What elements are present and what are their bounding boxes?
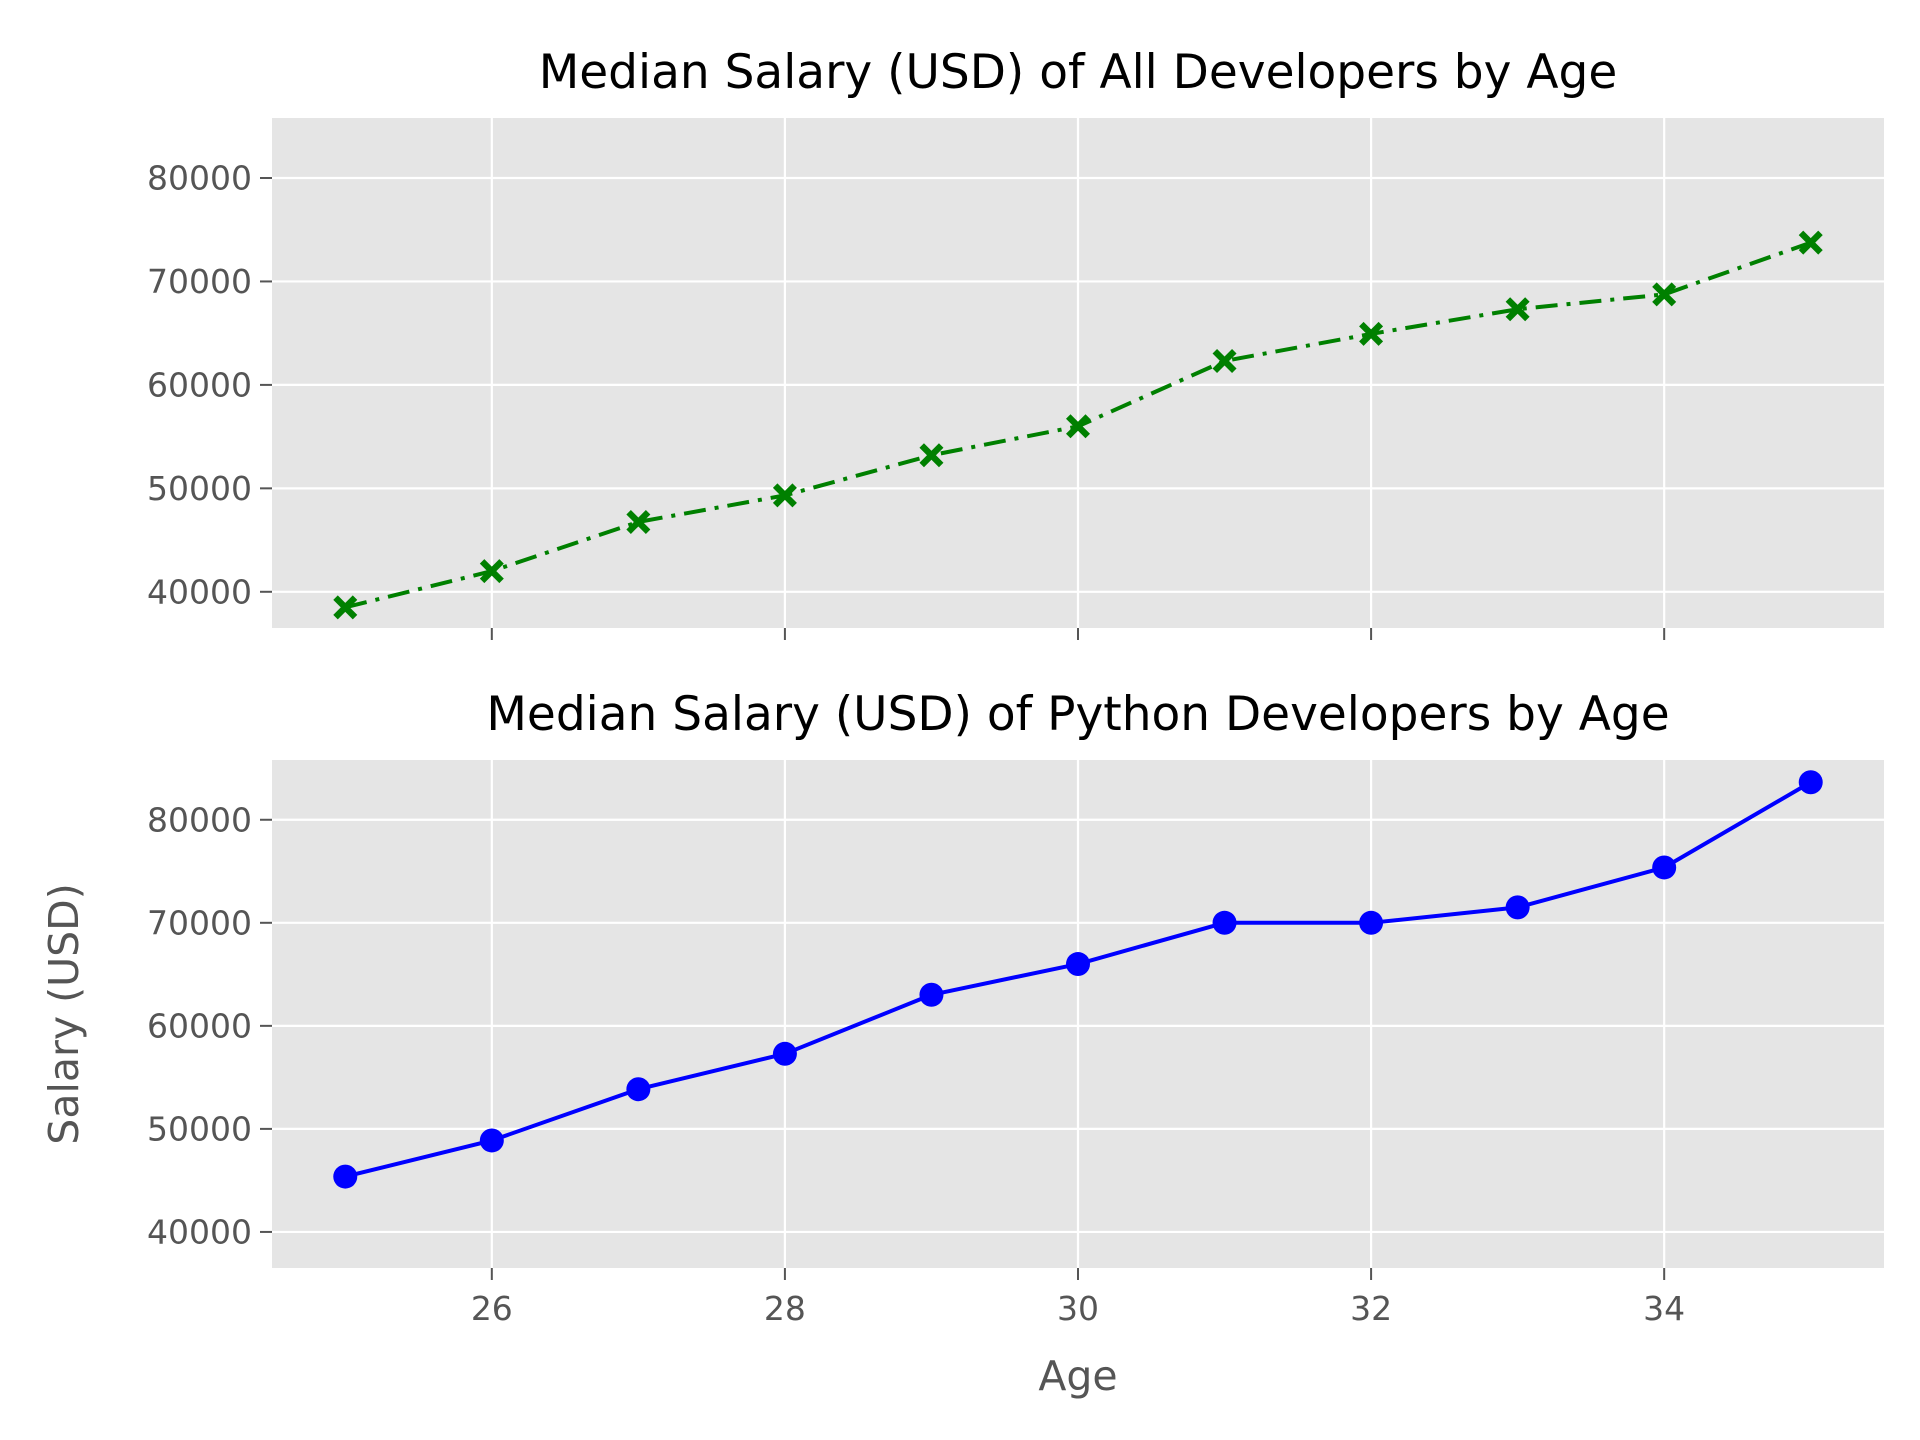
bottom-grid: [272, 760, 1884, 1268]
top-data-point: [1066, 414, 1090, 439]
top-data-point: [479, 559, 504, 584]
bottom-data-point: [1359, 910, 1384, 935]
top-y-tick-label: 60000: [147, 365, 252, 404]
bottom-data-point: [772, 1041, 797, 1066]
bottom-x-tick-label: 28: [764, 1289, 806, 1328]
top-grid: [272, 118, 1884, 628]
top-data-point: [772, 483, 797, 508]
bottom-chart-title: Median Salary (USD) of Python Developers…: [486, 687, 1669, 742]
bottom-data-point: [1652, 855, 1677, 880]
y-axis-label: Salary (USD): [40, 883, 88, 1144]
top-data-point: [1359, 321, 1384, 346]
top-y-tick-label: 50000: [147, 469, 252, 508]
bottom-series: [333, 770, 1823, 1189]
bottom-data-point: [1066, 952, 1090, 977]
top-chart-title: Median Salary (USD) of All Developers by…: [539, 45, 1618, 100]
top-series: [333, 230, 1823, 620]
bottom-data-point: [919, 982, 944, 1007]
bottom-data-point: [1505, 895, 1530, 920]
bottom-ticks: 40000 50000 60000 70000 80000 26 28 30 32 34: [147, 800, 1685, 1328]
top-data-point: [1212, 348, 1237, 373]
top-subplot: 40000 50000 60000 70000 80000 Median Salary …: [147, 45, 1884, 640]
bottom-y-tick-label: 40000: [147, 1212, 252, 1251]
bottom-x-tick-label: 34: [1643, 1289, 1685, 1328]
bottom-y-tick-label: 70000: [147, 903, 252, 942]
top-data-point: [1798, 230, 1823, 255]
top-y-tick-label: 70000: [147, 262, 252, 301]
bottom-data-point: [1212, 910, 1237, 935]
bottom-data-point: [333, 1164, 358, 1189]
bottom-y-tick-label: 60000: [147, 1006, 252, 1045]
top-y-tick-label: 80000: [147, 159, 252, 198]
bottom-x-tick-label: 32: [1350, 1289, 1392, 1328]
top-data-point: [1652, 282, 1677, 307]
bottom-x-tick-label: 26: [471, 1289, 513, 1328]
bottom-y-tick-label: 80000: [147, 800, 252, 839]
top-y-tick-label: 40000: [147, 572, 252, 611]
top-data-point: [333, 595, 358, 620]
bottom-data-point: [626, 1077, 651, 1102]
top-data-point: [1505, 297, 1530, 322]
top-ticks: 40000 50000 60000 70000 80000: [147, 159, 1666, 640]
x-axis-label: Age: [1038, 1352, 1117, 1400]
bottom-subplot: 40000 50000 60000 70000 80000 26 28 30 32 34 Medi…: [40, 687, 1884, 1400]
bottom-y-tick-label: 50000: [147, 1109, 252, 1148]
bottom-data-point: [479, 1128, 504, 1153]
top-data-point: [626, 509, 651, 534]
bottom-x-tick-label: 30: [1057, 1289, 1099, 1328]
bottom-data-point: [1798, 770, 1823, 795]
top-data-point: [919, 443, 944, 468]
